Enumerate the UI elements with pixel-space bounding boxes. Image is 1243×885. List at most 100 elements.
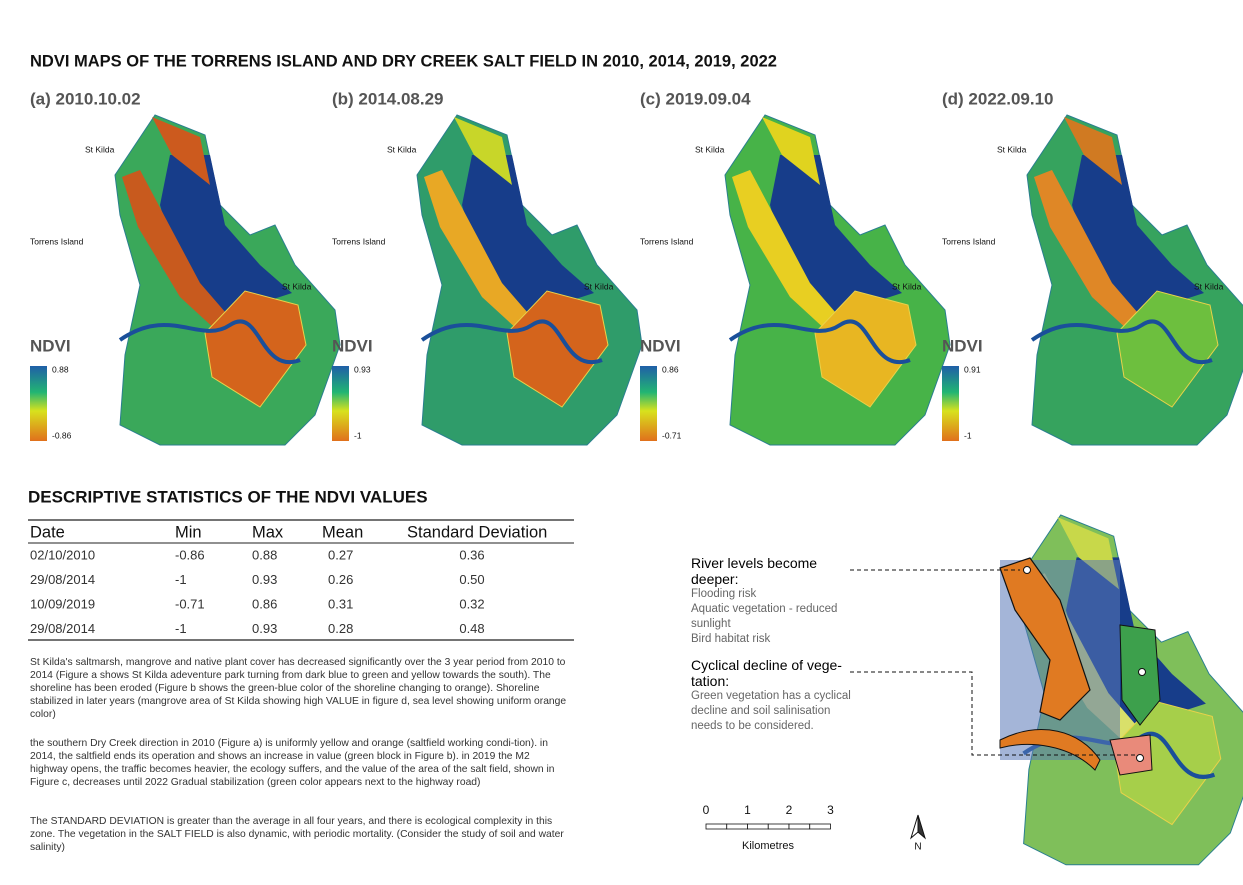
table-cell: 0.50: [459, 572, 484, 587]
legend-title: NDVI: [30, 336, 71, 355]
scale-tick-label: 1: [744, 803, 751, 817]
annotation: Cyclical decline of vege-tation: Green ve…: [691, 657, 851, 734]
legend-min: -1: [354, 430, 362, 440]
table-cell: 0.32: [459, 596, 484, 611]
table-cell: 0.28: [328, 621, 353, 636]
legend-max: 0.86: [662, 364, 679, 374]
scale-segment: [705, 823, 728, 830]
page-title: NDVI MAPS OF THE TORRENS ISLAND AND DRY …: [30, 52, 777, 70]
annotation: River levels become deeper: Flooding risk…: [691, 555, 851, 647]
legend-title: NDVI: [640, 336, 681, 355]
north-arrow: [917, 814, 926, 840]
legend-min: -0.71: [662, 430, 682, 440]
highlight-zone: [999, 729, 1101, 771]
map-north: [762, 117, 820, 185]
legend-title: NDVI: [332, 336, 373, 355]
annotation-item: Flooding risk: [691, 588, 757, 600]
column-header: Max: [252, 523, 284, 541]
table-cell: 0.26: [328, 572, 353, 587]
map-river: [728, 319, 911, 365]
north-arrow: [910, 814, 919, 840]
map-north: [152, 117, 210, 185]
annotation-item: Bird habitat risk: [691, 633, 771, 645]
legend-bar: [640, 366, 657, 441]
table-cell: -1: [175, 621, 187, 636]
leader-line: [850, 671, 1135, 756]
map-north: [454, 117, 512, 185]
map-label: (a) 2010.10.02: [30, 89, 141, 108]
paragraph: St Kilda's saltmarsh, mangrove and nativ…: [30, 657, 567, 720]
table-cell: 0.48: [459, 621, 484, 636]
table-cell: 0.27: [328, 547, 353, 562]
map-north: [1064, 117, 1122, 185]
paragraph: the southern Dry Creek direction in 2010…: [30, 738, 555, 788]
place-label: St Kilda: [1194, 281, 1224, 291]
paragraph: The STANDARD DEVIATION is greater than t…: [30, 816, 564, 853]
table-cell: 10/09/2019: [30, 596, 95, 611]
table-cell: 0.93: [252, 572, 277, 587]
map-label: (b) 2014.08.29: [332, 89, 444, 108]
place-label: St Kilda: [695, 144, 725, 154]
map-saltfield: [814, 290, 917, 408]
table-cell: 0.86: [252, 596, 277, 611]
scale-tick-label: 2: [786, 803, 793, 817]
legend-bar: [30, 366, 47, 441]
place-label: St Kilda: [85, 144, 115, 154]
scale-tick-label: 3: [827, 803, 834, 817]
map-saltfield: [204, 290, 307, 408]
legend-bar: [332, 366, 349, 441]
table-cell: -0.71: [175, 596, 205, 611]
map-river: [1030, 319, 1213, 365]
table-cell: 0.93: [252, 621, 277, 636]
annotation-heading: Cyclical decline of vege-tation:: [691, 657, 842, 689]
legend-max: 0.88: [52, 364, 69, 374]
marker: [1136, 754, 1144, 762]
place-label: St Kilda: [584, 281, 614, 291]
place-label: St Kilda: [387, 144, 417, 154]
legend-max: 0.93: [354, 364, 371, 374]
table-cell: 29/08/2014: [30, 621, 95, 636]
map-saltfield: [1116, 290, 1219, 408]
column-header: Date: [30, 523, 65, 541]
place-label: St Kilda: [282, 281, 312, 291]
marker: [1023, 566, 1031, 574]
table-cell: 0.88: [252, 547, 277, 562]
map-river: [118, 319, 301, 365]
annotation-heading: River levels become deeper:: [691, 555, 818, 587]
table-cell: -1: [175, 572, 187, 587]
column-header: Min: [175, 523, 202, 541]
place-label: Torrens Island: [30, 236, 84, 246]
map-shore: [424, 170, 534, 331]
north-label: N: [914, 842, 921, 853]
map-river: [420, 319, 603, 365]
scale-segment: [747, 823, 769, 830]
table-cell: 29/08/2014: [30, 572, 95, 587]
legend-min: -0.86: [52, 430, 72, 440]
table-cell: -0.86: [175, 547, 205, 562]
map-shore: [122, 170, 232, 331]
map-label: (d) 2022.09.10: [942, 89, 1054, 108]
map-shore: [732, 170, 842, 331]
scale-segment: [767, 823, 790, 830]
legend-title: NDVI: [942, 336, 983, 355]
scale-segment: [809, 823, 831, 830]
highlight-zone: [999, 557, 1091, 721]
place-label: St Kilda: [997, 144, 1027, 154]
column-header: Standard Deviation: [407, 523, 547, 541]
scale-segment: [788, 823, 811, 830]
marker: [1138, 668, 1146, 676]
scale-unit: Kilometres: [742, 840, 794, 852]
map-shore: [1034, 170, 1144, 331]
table-cell: 0.36: [459, 547, 484, 562]
legend-min: -1: [964, 430, 972, 440]
legend-bar: [942, 366, 959, 441]
column-header: Mean: [322, 523, 363, 541]
place-label: Torrens Island: [640, 236, 694, 246]
table-title: DESCRIPTIVE STATISTICS OF THE NDVI VALUE…: [28, 487, 428, 506]
scale-segment: [726, 823, 748, 830]
table-cell: 0.31: [328, 596, 353, 611]
place-label: St Kilda: [892, 281, 922, 291]
annotation-item: Aquatic vegetation - reduced sunlight: [691, 603, 838, 630]
place-label: Torrens Island: [942, 236, 996, 246]
